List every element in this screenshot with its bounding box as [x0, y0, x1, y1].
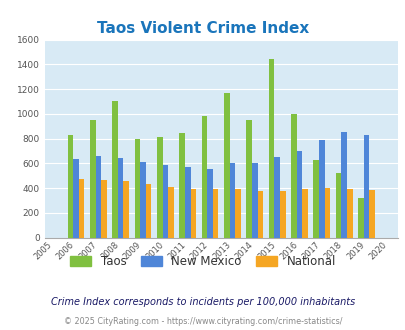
Bar: [201, 116, 207, 238]
Bar: [185, 167, 190, 238]
Bar: [274, 157, 279, 238]
Bar: [145, 184, 151, 238]
Bar: [224, 93, 229, 238]
Bar: [117, 158, 123, 238]
Bar: [296, 151, 302, 238]
Bar: [357, 198, 363, 238]
Bar: [324, 188, 329, 238]
Bar: [318, 140, 324, 238]
Bar: [229, 163, 234, 238]
Bar: [207, 169, 212, 238]
Bar: [190, 189, 196, 238]
Bar: [67, 135, 73, 238]
Bar: [101, 180, 107, 238]
Legend: Taos, New Mexico, National: Taos, New Mexico, National: [65, 250, 340, 273]
Bar: [252, 163, 257, 238]
Bar: [369, 190, 374, 238]
Bar: [341, 132, 346, 238]
Bar: [134, 139, 140, 238]
Bar: [157, 137, 162, 238]
Bar: [302, 189, 307, 238]
Text: Taos Violent Crime Index: Taos Violent Crime Index: [97, 21, 308, 36]
Bar: [123, 181, 129, 238]
Bar: [346, 189, 352, 238]
Bar: [168, 187, 173, 238]
Bar: [290, 114, 296, 238]
Bar: [313, 160, 318, 238]
Bar: [179, 133, 185, 238]
Bar: [73, 159, 79, 238]
Text: Crime Index corresponds to incidents per 100,000 inhabitants: Crime Index corresponds to incidents per…: [51, 297, 354, 307]
Bar: [90, 120, 95, 238]
Bar: [246, 120, 252, 238]
Text: © 2025 CityRating.com - https://www.cityrating.com/crime-statistics/: © 2025 CityRating.com - https://www.city…: [64, 317, 341, 326]
Bar: [95, 156, 101, 238]
Bar: [234, 189, 240, 238]
Bar: [112, 102, 117, 238]
Bar: [79, 179, 84, 238]
Bar: [140, 162, 145, 238]
Bar: [335, 173, 341, 238]
Bar: [257, 191, 262, 238]
Bar: [279, 191, 285, 238]
Bar: [268, 59, 274, 238]
Bar: [363, 135, 369, 238]
Bar: [212, 189, 218, 238]
Bar: [162, 165, 168, 238]
